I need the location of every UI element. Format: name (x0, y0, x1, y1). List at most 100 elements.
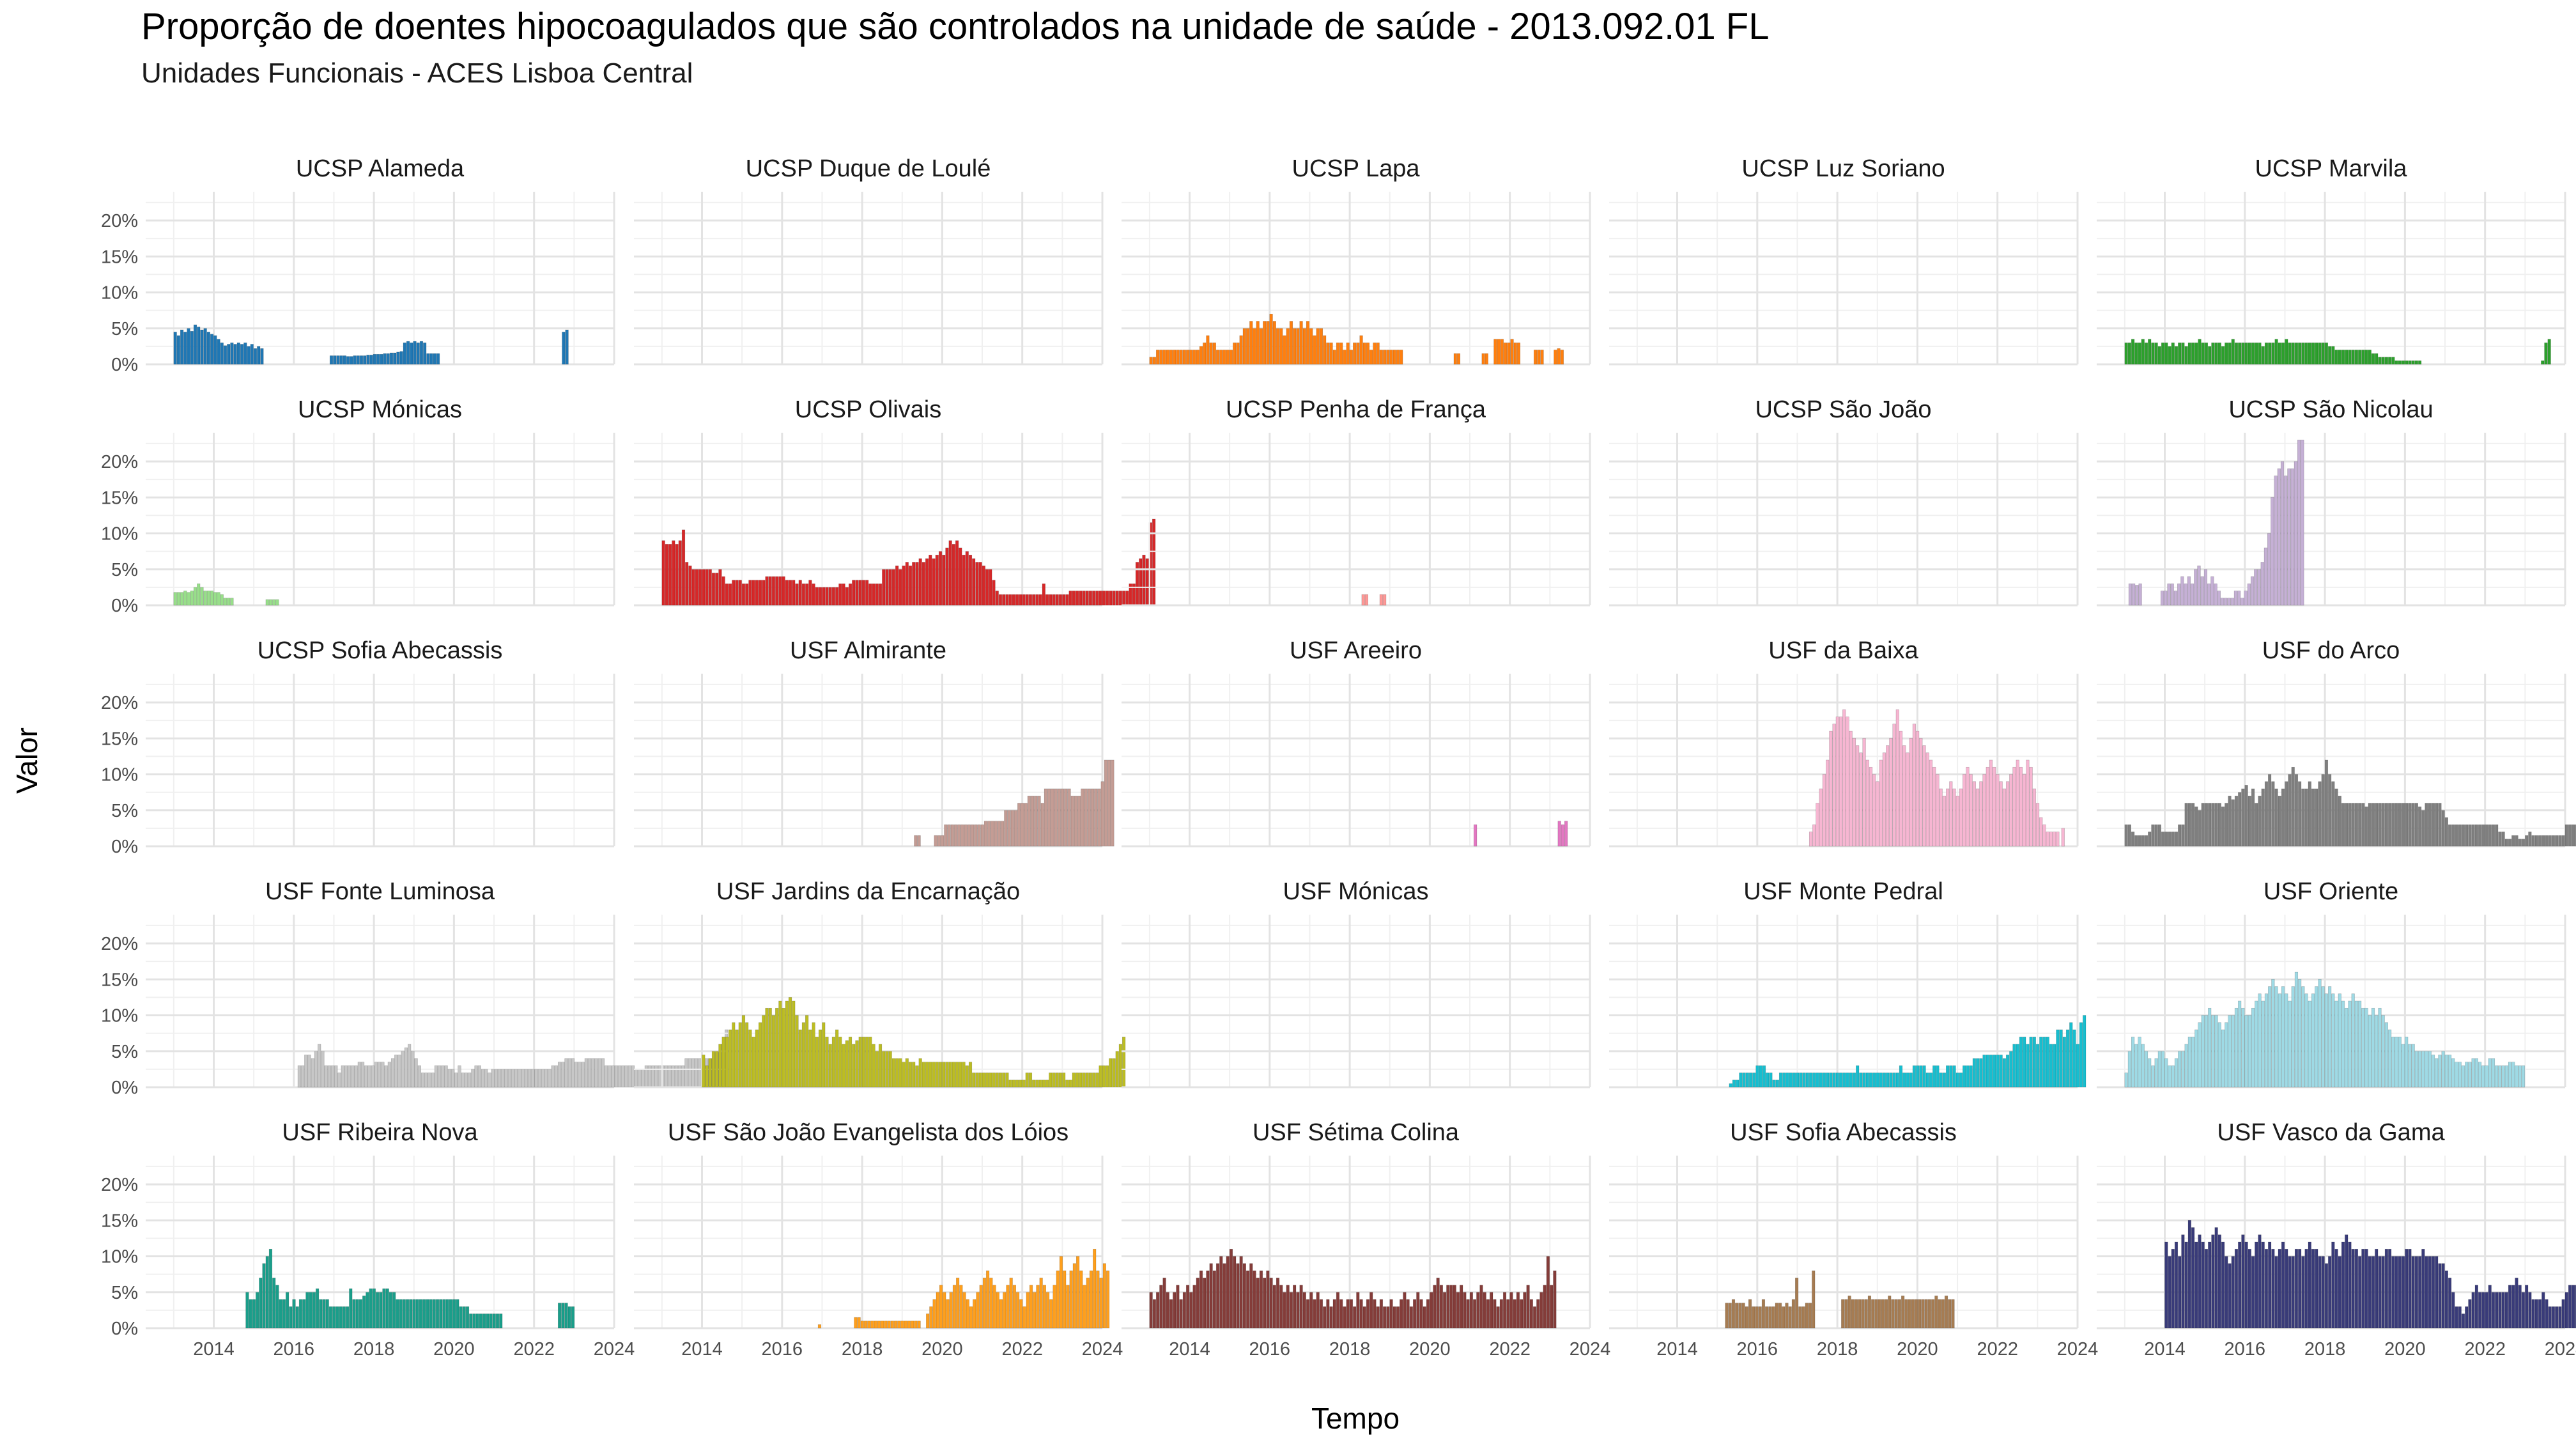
bar (2132, 583, 2136, 606)
bar (334, 1065, 338, 1088)
bar (297, 1065, 301, 1088)
bar (1952, 1065, 1956, 1088)
bar (2181, 824, 2185, 847)
bar (838, 1036, 842, 1088)
bar (2208, 1241, 2212, 1329)
bar (1346, 1299, 1350, 1329)
bar (1884, 1299, 1888, 1329)
bar (1513, 1299, 1516, 1329)
bar (471, 1069, 475, 1088)
bar (992, 580, 996, 606)
bar (2127, 1051, 2131, 1088)
bar (912, 562, 916, 606)
bar (1741, 1303, 1745, 1329)
bar (2338, 350, 2341, 365)
bar (2019, 1036, 2023, 1088)
bar (2518, 839, 2522, 847)
bar (236, 342, 240, 365)
x-tick-label: 2024 (1082, 1339, 1123, 1360)
bar (2435, 1256, 2439, 1329)
bar (1032, 1080, 1036, 1088)
bar (986, 1270, 990, 1329)
bar (319, 1299, 323, 1329)
bar (2328, 774, 2332, 847)
bar (190, 330, 194, 365)
bar (372, 1288, 376, 1329)
bar (741, 583, 746, 606)
bar (882, 1051, 886, 1088)
bar (2425, 803, 2428, 847)
bar (1952, 788, 1956, 847)
bar (2204, 1015, 2209, 1088)
bar (2248, 342, 2251, 365)
bar (2234, 1007, 2239, 1088)
bar (2002, 1058, 2006, 1088)
bar (420, 1073, 425, 1088)
bar (1362, 1306, 1366, 1329)
bar (1042, 1080, 1045, 1088)
bar (1775, 1080, 1779, 1088)
bar (2181, 1051, 2185, 1088)
bar (1233, 342, 1237, 365)
bar (2408, 1248, 2412, 1329)
bar (1015, 594, 1019, 606)
bar (378, 1062, 382, 1088)
bar (1306, 321, 1310, 365)
bar (321, 1051, 325, 1088)
bar (369, 355, 373, 365)
bar (1939, 788, 1943, 847)
bar (2214, 1015, 2218, 1088)
bar (2247, 583, 2251, 606)
bar (1453, 353, 1457, 365)
bar (2358, 1000, 2362, 1088)
bar (2016, 1044, 2019, 1088)
bar (1849, 1073, 1853, 1088)
bar (2251, 342, 2255, 365)
bar (1919, 738, 1923, 847)
bar (409, 1299, 413, 1329)
bar (1055, 1073, 1059, 1088)
bar (2201, 1241, 2205, 1329)
bar (1272, 321, 1276, 365)
bar (2508, 1062, 2512, 1088)
bar (2544, 342, 2548, 365)
bar (2174, 832, 2179, 847)
bar (1009, 1277, 1013, 1329)
bar (1249, 1263, 1253, 1329)
bar (1862, 738, 1866, 847)
bar (1072, 591, 1076, 606)
bar (705, 569, 709, 606)
bar (339, 355, 343, 365)
bar (2304, 993, 2308, 1088)
bar (1169, 1299, 1173, 1329)
bar (252, 1299, 256, 1329)
bar (2244, 1015, 2248, 1088)
bar (2324, 342, 2329, 365)
bar (1901, 1296, 1905, 1329)
x-axis-title: Tempo (1311, 1402, 1400, 1435)
facet-panel-ucsp-lapa: UCSP Lapa (1122, 155, 1591, 366)
x-tick-label: 2022 (1489, 1339, 1531, 1360)
bar (2301, 1256, 2305, 1329)
bar (957, 824, 961, 847)
bar (389, 1292, 393, 1329)
bar (1032, 594, 1036, 606)
bar (1329, 1306, 1333, 1329)
bar (902, 1062, 906, 1088)
bar (2481, 824, 2485, 847)
bar (2217, 591, 2221, 606)
bar (2354, 1248, 2359, 1329)
bar (2308, 781, 2311, 847)
bar (752, 580, 755, 606)
bar (197, 583, 201, 606)
bar (1986, 766, 1989, 847)
bar (300, 1065, 305, 1088)
bar (2488, 1058, 2492, 1088)
bar (1769, 1073, 1773, 1088)
bar (2378, 357, 2382, 365)
bar (863, 1321, 868, 1329)
bar (2271, 342, 2275, 365)
bar (2438, 1263, 2442, 1329)
bar (2234, 1248, 2239, 1329)
bar (2395, 1036, 2398, 1088)
